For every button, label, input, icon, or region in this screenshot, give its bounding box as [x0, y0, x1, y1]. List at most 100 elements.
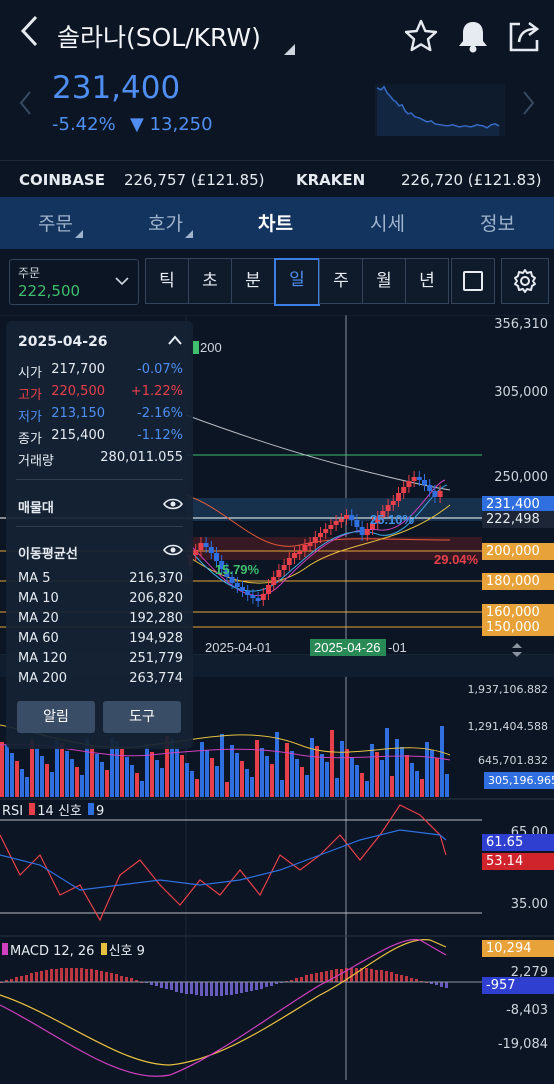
- candle-body: [266, 585, 271, 594]
- volume-bar: [125, 757, 129, 797]
- macd-label: MACD 12, 26: [10, 944, 95, 959]
- tab-orderbook[interactable]: 호가: [148, 209, 193, 238]
- share-icon[interactable]: [506, 18, 542, 54]
- volume-bar: [265, 756, 269, 797]
- candle-body: [406, 481, 412, 487]
- tab-quotes[interactable]: 시세: [370, 209, 405, 236]
- period-year[interactable]: 년: [405, 258, 449, 304]
- macd-bar: [50, 969, 53, 982]
- macd-bar: [295, 978, 298, 982]
- volume-bar: [90, 746, 94, 797]
- date-label: -01: [388, 640, 407, 655]
- prev-coin-icon[interactable]: [18, 90, 32, 123]
- volume-bar: [170, 739, 174, 797]
- volume-bar: [195, 779, 199, 797]
- popup-value: 217,700: [51, 362, 105, 377]
- volume-bar: [340, 741, 344, 797]
- volume-bar: [330, 730, 334, 797]
- volume-bar: [360, 773, 364, 797]
- section-title: 매물대: [18, 501, 54, 516]
- volume-bar: [75, 767, 79, 797]
- volume-bar: [225, 782, 229, 797]
- alarm-button[interactable]: 알림: [17, 701, 95, 733]
- tab-chart[interactable]: 차트: [258, 209, 293, 236]
- period-second[interactable]: 초: [188, 258, 232, 304]
- popup-date-text: 2025-04-26: [18, 334, 108, 350]
- candle-body: [364, 529, 370, 535]
- volume-bar: [400, 747, 404, 797]
- ma-legend-200: 200: [200, 340, 222, 355]
- candle-body: [240, 587, 245, 591]
- macd-bar: [205, 982, 208, 996]
- macd-tag: -957: [482, 977, 554, 994]
- macd-bar: [325, 971, 328, 982]
- next-coin-icon[interactable]: [522, 90, 536, 123]
- macd-bar: [195, 982, 198, 995]
- macd-bar: [310, 974, 313, 982]
- macd-bar: [5, 980, 8, 982]
- volume-bar: [315, 746, 319, 797]
- eye-icon[interactable]: [163, 497, 183, 515]
- macd-bar: [435, 982, 438, 985]
- volume-bar: [415, 771, 419, 797]
- volume-bar: [140, 781, 144, 797]
- period-day[interactable]: 일: [274, 258, 320, 306]
- popup-pct: +1.22%: [130, 384, 183, 399]
- star-icon[interactable]: [403, 18, 439, 54]
- ma-key: MA 200: [18, 671, 68, 686]
- volume-bar: [0, 742, 4, 797]
- macd-bar: [395, 974, 398, 982]
- candle-body: [359, 527, 365, 535]
- candle-body: [354, 520, 360, 527]
- bell-icon[interactable]: [455, 18, 491, 54]
- macd-bar: [115, 974, 118, 982]
- volume-bar: [380, 760, 384, 797]
- macd-bar: [60, 968, 63, 982]
- chevron-up-icon[interactable]: [167, 334, 183, 350]
- macd-bar: [320, 972, 323, 982]
- ma-key: MA 120: [18, 651, 68, 666]
- volume-bar: [425, 742, 429, 797]
- order-label: 주문: [18, 266, 41, 280]
- volume-bar: [175, 747, 179, 797]
- volume-bar: [270, 764, 274, 797]
- macd-bar: [45, 970, 48, 982]
- title-dropdown-icon[interactable]: [284, 44, 295, 55]
- macd-bar: [245, 982, 248, 992]
- pct-label-2: 29.04%: [434, 552, 479, 567]
- macd-bar: [170, 982, 173, 990]
- volume-bar: [230, 745, 234, 797]
- date-label: 2025-04-01: [205, 640, 272, 655]
- macd-bar: [265, 982, 268, 987]
- macd-bar: [300, 977, 303, 982]
- eye-icon[interactable]: [163, 543, 183, 561]
- page-title[interactable]: 솔라나(SOL/KRW): [57, 23, 261, 52]
- period-tick[interactable]: 틱: [145, 258, 189, 304]
- candle-body: [307, 543, 313, 546]
- macd-bar: [190, 982, 193, 994]
- candle-body: [432, 491, 438, 497]
- period-month[interactable]: 월: [362, 258, 406, 304]
- tab-order[interactable]: 주문: [38, 209, 83, 238]
- period-week[interactable]: 주: [319, 258, 363, 304]
- popup-key: 저가: [18, 410, 42, 425]
- volume-bar: [185, 763, 189, 797]
- back-icon[interactable]: [18, 14, 40, 57]
- settings-button[interactable]: [501, 258, 549, 304]
- popup-value: 215,400: [51, 428, 105, 443]
- tab-info[interactable]: 정보: [480, 209, 515, 236]
- volume-bar: [5, 745, 9, 797]
- macd-bar: [290, 980, 293, 982]
- period-minute[interactable]: 분: [231, 258, 275, 304]
- chart-area[interactable]: 25.10% 29.04% 15.79% 200 2025-04-01 2025…: [0, 314, 554, 1080]
- tool-button[interactable]: 도구: [103, 701, 181, 733]
- ma-key: MA 10: [18, 591, 59, 606]
- chart-canvas[interactable]: 25.10% 29.04% 15.79% 200 2025-04-01 2025…: [0, 314, 554, 1080]
- price-tag: 200,000: [482, 543, 554, 560]
- macd-bar: [135, 980, 138, 982]
- macd-bar: [415, 979, 418, 982]
- fullscreen-button[interactable]: [451, 258, 495, 304]
- tab-label: 시세: [370, 213, 405, 235]
- volume-bar: [240, 761, 244, 797]
- order-price-select[interactable]: 주문 222,500: [9, 259, 139, 305]
